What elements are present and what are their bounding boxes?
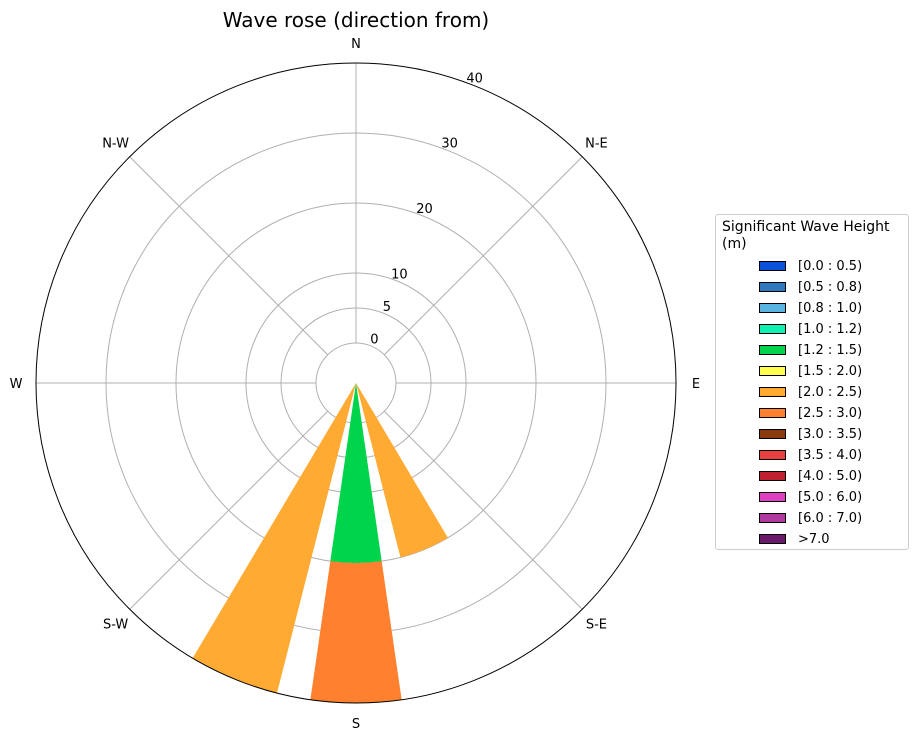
direction-label-s-e: S-E: [586, 617, 607, 632]
legend-entry: [0.5 : 0.8): [759, 278, 862, 296]
legend-swatch: [759, 261, 786, 271]
direction-label-s: S: [352, 717, 360, 732]
wedge-s: [330, 383, 382, 563]
legend-label: [1.5 : 2.0): [798, 363, 863, 379]
legend-swatch: [759, 387, 786, 397]
grid-spoke: [129, 156, 329, 356]
legend-swatch: [759, 534, 786, 544]
direction-label-n: N: [351, 37, 361, 52]
direction-labels: N N-E E S-E S S-W W N-W: [10, 37, 701, 732]
legend-swatch: [759, 429, 786, 439]
legend-entry: [1.2 : 1.5): [759, 341, 862, 359]
radial-tick-label: 30: [441, 137, 458, 152]
legend: Significant Wave Height (m) [0.0 : 0.5) […: [715, 214, 909, 550]
legend-swatch: [759, 345, 786, 355]
legend-swatch: [759, 450, 786, 460]
wedge-ssw: [192, 383, 356, 694]
direction-label-s-w: S-W: [103, 617, 128, 632]
wedge-s: [310, 561, 402, 704]
legend-entry: [2.0 : 2.5): [759, 383, 862, 401]
legend-entry: [6.0 : 7.0): [759, 509, 862, 527]
radial-tick-label: 5: [383, 300, 391, 315]
legend-label: [4.0 : 5.0): [798, 468, 863, 484]
legend-label: [0.8 : 1.0): [798, 300, 863, 316]
legend-swatch: [759, 492, 786, 502]
legend-label: [2.5 : 3.0): [798, 405, 863, 421]
legend-label: >7.0: [798, 531, 830, 547]
radial-tick-labels: 0 5 10 20 30 40: [370, 71, 483, 347]
legend-label: [3.5 : 4.0): [798, 447, 863, 463]
legend-entry: [5.0 : 6.0): [759, 488, 862, 506]
legend-entry: [0.0 : 0.5): [759, 257, 862, 275]
legend-entry: [0.8 : 1.0): [759, 299, 862, 317]
legend-label: [1.2 : 1.5): [798, 342, 863, 358]
legend-swatch: [759, 471, 786, 481]
radial-tick-label: 40: [466, 71, 483, 86]
legend-entry: [3.0 : 3.5): [759, 425, 862, 443]
legend-swatch: [759, 324, 786, 334]
grid-spoke: [129, 410, 329, 610]
grid-spoke: [383, 156, 583, 356]
legend-title: Significant Wave Height (m): [722, 219, 890, 252]
legend-label: [2.0 : 2.5): [798, 384, 863, 400]
direction-label-e: E: [692, 377, 700, 392]
direction-label-w: W: [10, 377, 23, 392]
legend-entry: [1.0 : 1.2): [759, 320, 862, 338]
radial-tick-label: 0: [370, 333, 378, 348]
legend-entry: [4.0 : 5.0): [759, 467, 862, 485]
radial-tick-label: 10: [391, 267, 408, 282]
legend-swatch: [759, 282, 786, 292]
legend-label: [1.0 : 1.2): [798, 321, 863, 337]
wedge-sse: [356, 383, 448, 558]
legend-swatch: [759, 408, 786, 418]
legend-swatch: [759, 513, 786, 523]
chart-title: Wave rose (direction from): [223, 8, 490, 32]
radial-tick-label: 20: [416, 202, 433, 217]
legend-entry: [1.5 : 2.0): [759, 362, 862, 380]
grid-spoke: [383, 410, 583, 610]
polar-outer-frame: [35, 62, 677, 704]
legend-label: [6.0 : 7.0): [798, 510, 863, 526]
legend-swatch: [759, 366, 786, 376]
legend-entry: [2.5 : 3.0): [759, 404, 862, 422]
legend-entry: >7.0: [759, 530, 830, 548]
legend-label: [3.0 : 3.5): [798, 426, 863, 442]
legend-label: [5.0 : 6.0): [798, 489, 863, 505]
direction-label-n-e: N-E: [585, 137, 608, 152]
legend-label: [0.0 : 0.5): [798, 258, 863, 274]
direction-label-n-w: N-W: [102, 137, 129, 152]
legend-label: [0.5 : 0.8): [798, 279, 863, 295]
legend-swatch: [759, 303, 786, 313]
polar-bars: [192, 383, 448, 704]
legend-entry: [3.5 : 4.0): [759, 446, 862, 464]
